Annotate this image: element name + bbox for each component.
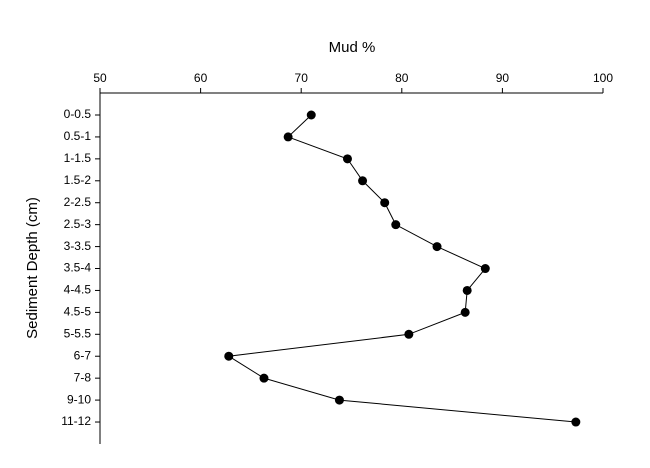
- data-point: [480, 264, 490, 274]
- data-point: [342, 154, 352, 164]
- y-tick-label: 1.5-2: [64, 173, 92, 187]
- y-tick-label: 1-1.5: [64, 151, 92, 165]
- data-point: [404, 329, 414, 339]
- y-tick-label: 0-0.5: [64, 107, 92, 121]
- y-tick-label: 3.5-4: [64, 261, 92, 275]
- data-point: [462, 285, 472, 295]
- data-point: [283, 132, 293, 142]
- x-tick-label: 100: [593, 71, 613, 85]
- data-point: [306, 110, 316, 120]
- x-tick-label: 70: [295, 71, 309, 85]
- y-tick-label: 6-7: [74, 348, 92, 362]
- data-point: [432, 242, 442, 252]
- y-tick-label: 7-8: [74, 370, 92, 384]
- data-point: [334, 395, 344, 405]
- y-tick-label: 4.5-5: [64, 305, 92, 319]
- x-axis-title: Mud %: [329, 39, 376, 56]
- y-tick-label: 11-12: [61, 414, 91, 428]
- y-tick-label: 2-2.5: [64, 195, 92, 209]
- data-point: [380, 198, 390, 208]
- data-point: [358, 176, 368, 186]
- y-tick-label: 4-4.5: [64, 283, 92, 297]
- y-tick-label: 9-10: [67, 392, 91, 406]
- x-tick-label: 60: [194, 71, 208, 85]
- data-line: [227, 114, 576, 423]
- data-point: [391, 220, 401, 230]
- y-tick-label: 3-3.5: [64, 239, 92, 253]
- y-axis-title: Sediment Depth (cm): [24, 197, 41, 339]
- x-tick-label: 50: [93, 71, 107, 85]
- y-tick-label: 0.5-1: [64, 129, 92, 143]
- y-tick-label: 5-5.5: [64, 326, 92, 340]
- data-point: [259, 373, 269, 383]
- data-point: [460, 307, 470, 317]
- data-point: [571, 417, 581, 427]
- y-tick-label: 2.5-3: [64, 217, 92, 231]
- x-tick-label: 90: [496, 71, 510, 85]
- x-tick-label: 80: [395, 71, 409, 85]
- data-point: [224, 351, 234, 361]
